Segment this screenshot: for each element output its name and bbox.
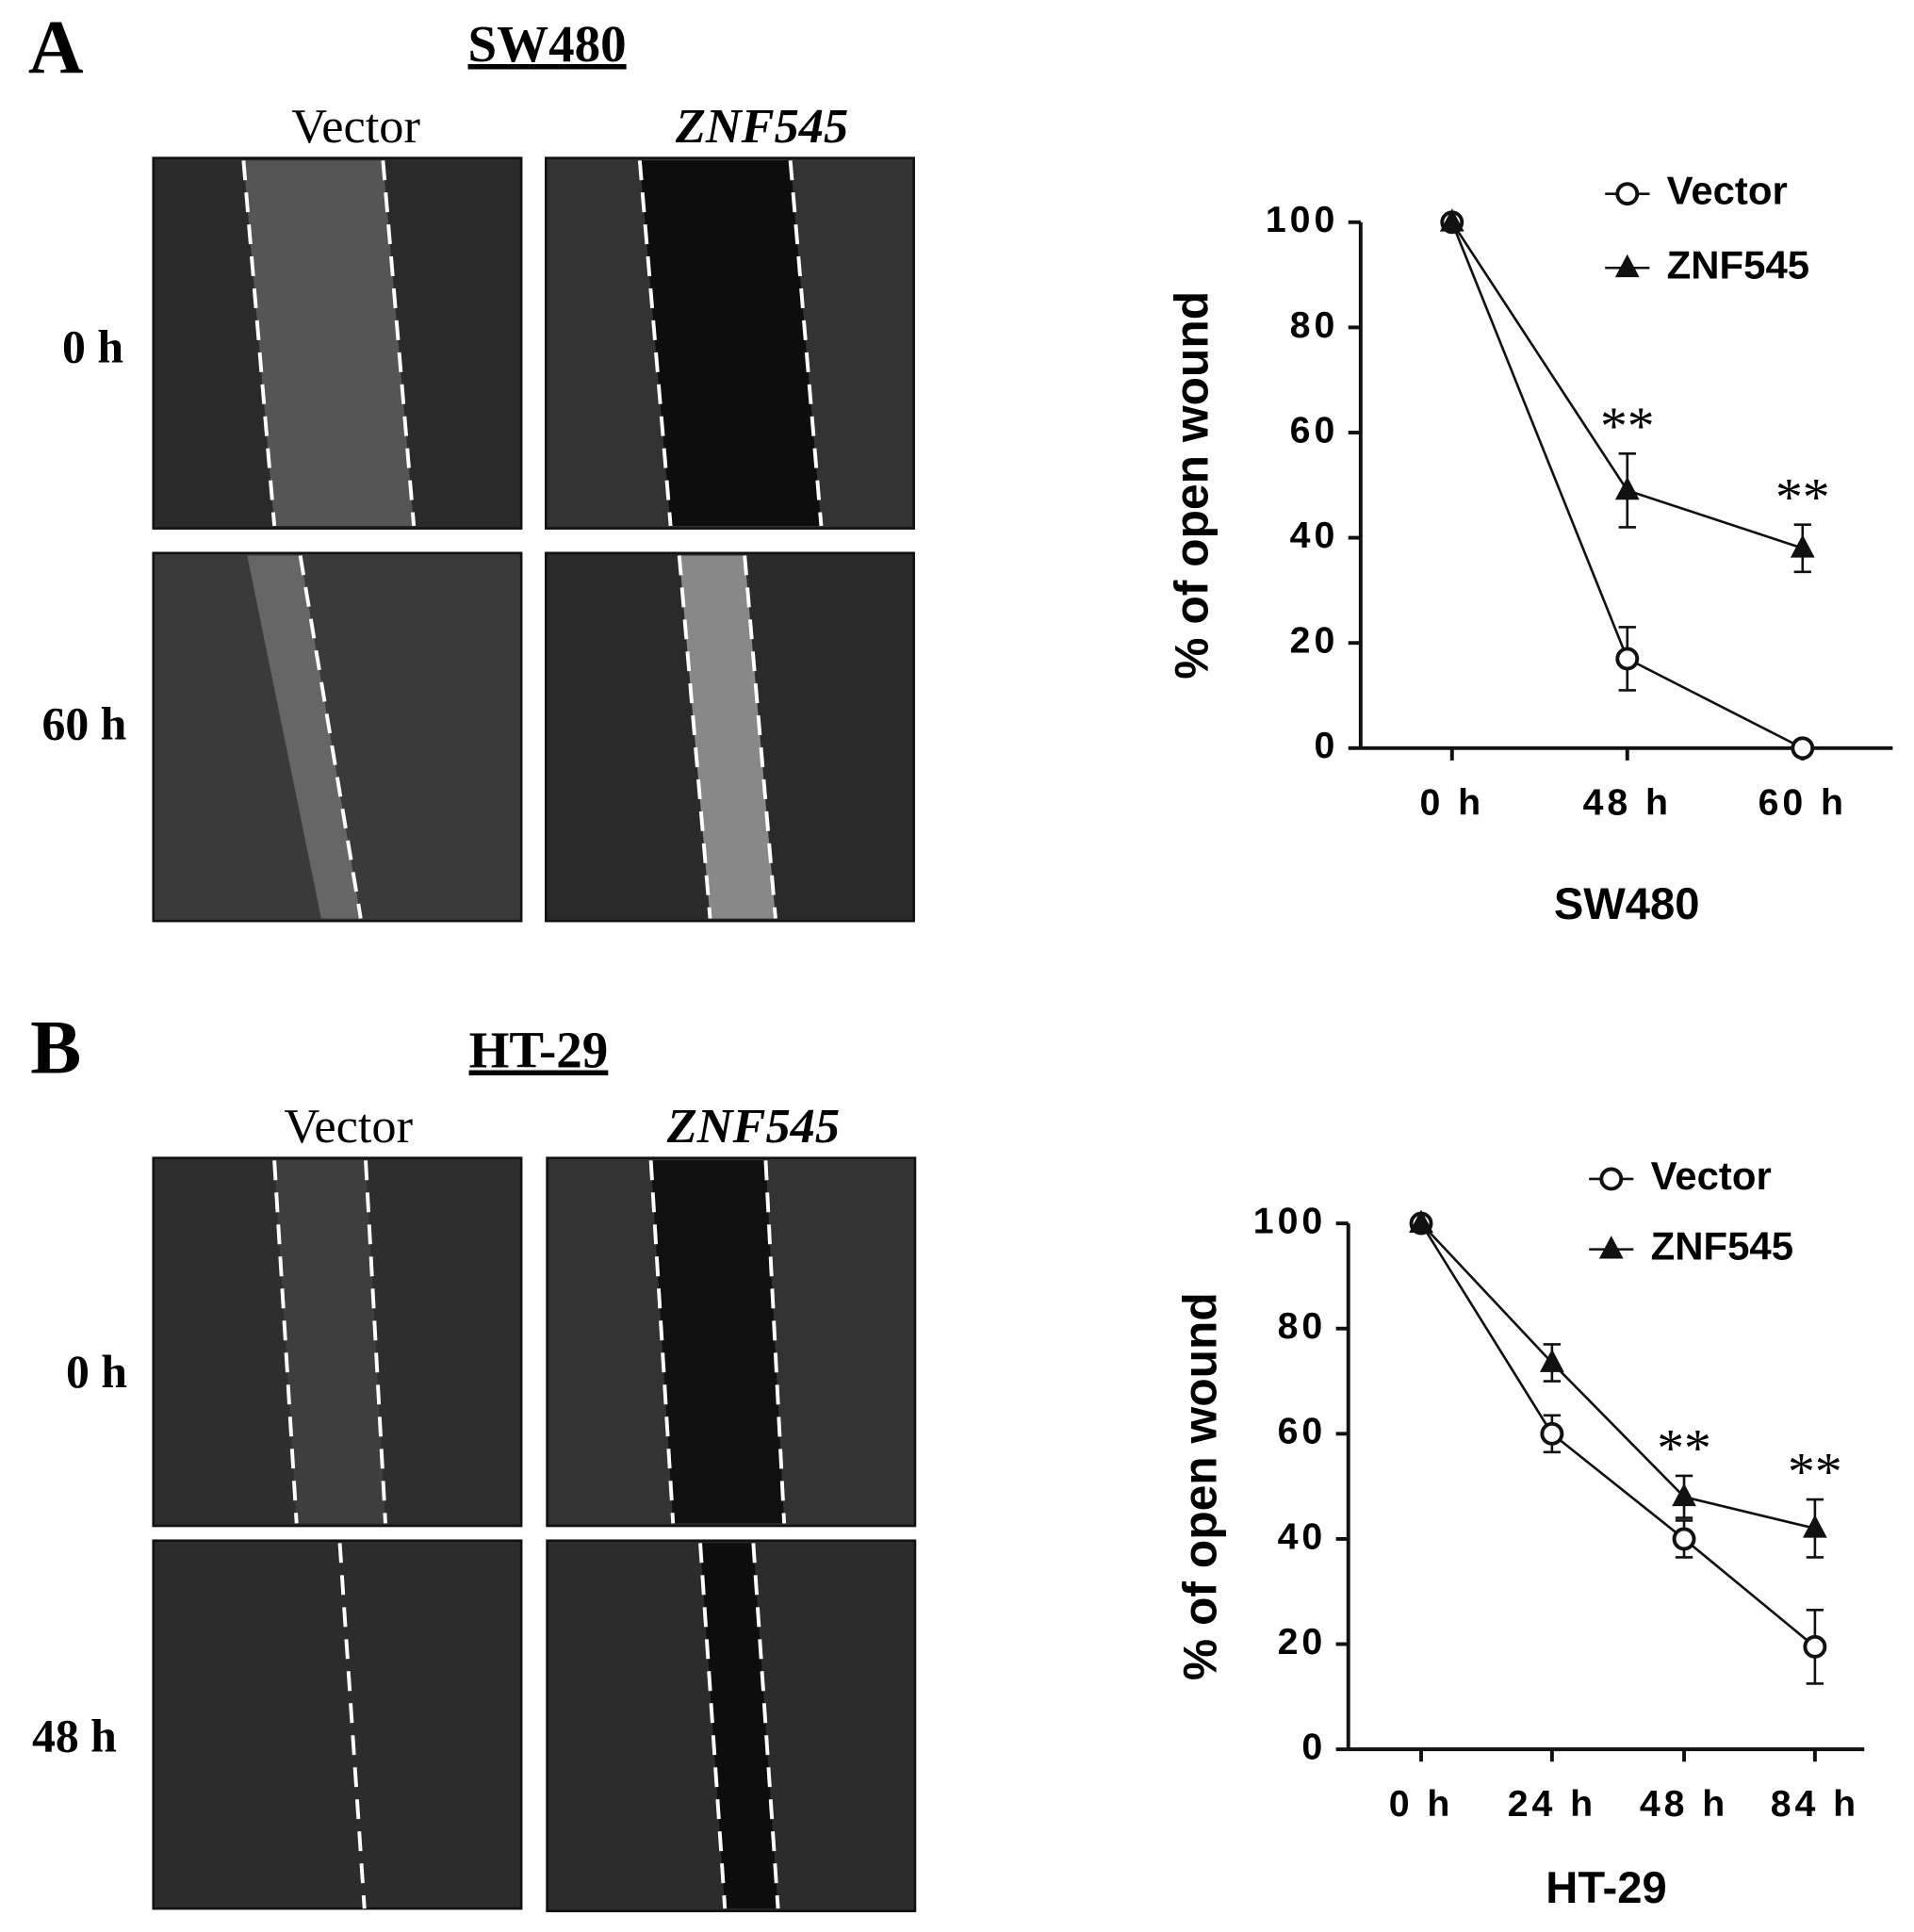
x-tick-label: 48 h (1640, 1783, 1728, 1825)
y-tick-label: 80 (1278, 1305, 1327, 1347)
marker (1790, 534, 1815, 558)
marker (1540, 1421, 1564, 1446)
marker (1409, 1209, 1433, 1233)
legend-marker (1599, 1167, 1624, 1191)
y-tick-label: 20 (1278, 1621, 1327, 1662)
column-label: ZNF545 (675, 99, 848, 154)
row-label: 60 h (41, 697, 126, 749)
y-axis-label: % of open wound (1165, 291, 1218, 679)
panel-letter: A (28, 6, 84, 90)
y-tick-label: 0 (1314, 725, 1338, 766)
y-tick-label: 40 (1278, 1515, 1327, 1557)
wound-gap (243, 160, 415, 527)
legend-marker (1598, 1236, 1624, 1259)
marker (1672, 1527, 1696, 1551)
marker (1439, 208, 1464, 232)
significance: ** (1775, 467, 1830, 527)
y-tick-label: 100 (1266, 199, 1338, 240)
y-tick-label: 60 (1278, 1411, 1327, 1452)
x-tick-label: 24 h (1508, 1783, 1596, 1825)
x-tick-label: 84 h (1771, 1783, 1859, 1825)
y-tick-label: 100 (1253, 1200, 1326, 1241)
series-line (1420, 1222, 1816, 1531)
marker (1803, 1634, 1827, 1659)
row-label: 0 h (62, 321, 123, 373)
marker (1803, 1514, 1827, 1538)
y-tick-label: 20 (1290, 620, 1339, 662)
y-tick-label: 40 (1290, 515, 1339, 556)
marker (1791, 736, 1815, 761)
marker (1672, 1482, 1696, 1507)
series-line (1419, 1222, 1816, 1648)
x-tick-label: 60 h (1759, 781, 1847, 823)
legend-label: Vector (1651, 1154, 1772, 1198)
legend-label: ZNF545 (1667, 242, 1809, 287)
column-label: ZNF545 (666, 1099, 840, 1154)
significance: ** (1788, 1443, 1842, 1502)
panel-labels: A SW480 Vector ZNF545 0 h 60 h B HT-29 V… (28, 6, 848, 1762)
micrographs (152, 156, 917, 1913)
x-axis-label: HT-29 (1546, 1862, 1666, 1912)
wound-gap (274, 1160, 386, 1524)
column-label: Vector (284, 1099, 413, 1154)
x-tick-label: 0 h (1389, 1783, 1454, 1825)
column-label: Vector (291, 99, 420, 154)
y-axis-label: % of open wound (1174, 1292, 1227, 1680)
y-tick-label: 0 (1301, 1727, 1326, 1768)
wound-edges (241, 160, 824, 1909)
wound-gap (650, 1160, 785, 1524)
wound-gap (639, 160, 822, 527)
legend-label: ZNF545 (1651, 1224, 1793, 1269)
legend-marker (1615, 182, 1640, 206)
y-tick-label: 60 (1290, 409, 1339, 450)
row-label: 48 h (32, 1710, 117, 1761)
wound-gap (247, 555, 361, 919)
significance: ** (1600, 397, 1655, 456)
panel-title: SW480 (468, 15, 627, 73)
x-tick-label: 0 h (1419, 781, 1484, 823)
marker (1539, 1349, 1564, 1372)
y-tick-label: 80 (1290, 304, 1339, 346)
x-tick-label: 48 h (1583, 781, 1672, 823)
marker (1615, 647, 1640, 671)
legend-marker (1614, 254, 1640, 278)
legend-label: Vector (1667, 169, 1788, 213)
significance: ** (1657, 1419, 1711, 1479)
panel-title: HT-29 (469, 1022, 609, 1079)
panel-letter: B (30, 1006, 81, 1090)
micrograph (152, 1539, 523, 1910)
row-label: 0 h (66, 1346, 127, 1398)
marker (1614, 476, 1640, 500)
x-axis-label: SW480 (1554, 878, 1700, 928)
